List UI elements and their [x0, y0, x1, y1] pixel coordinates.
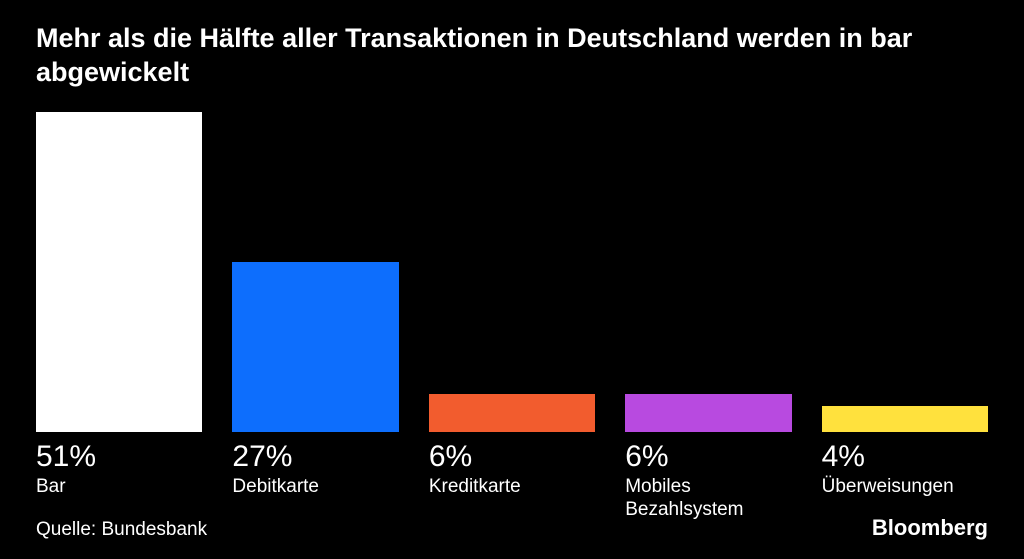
bar [625, 394, 791, 432]
bar-group [625, 394, 791, 432]
bar-label-group: 27%Debitkarte [232, 440, 398, 523]
bar-category-label: Kreditkarte [429, 475, 595, 499]
bar-category-label: Debitkarte [232, 475, 398, 499]
bar-category-label: Überweisungen [822, 475, 988, 499]
bar-label-group: 51%Bar [36, 440, 202, 523]
source-label: Quelle: Bundesbank [36, 519, 207, 541]
bar-label-group: 6%Kreditkarte [429, 440, 595, 523]
bar [36, 112, 202, 432]
bar [822, 406, 988, 431]
bar-label-group: 4%Überweisungen [822, 440, 988, 523]
chart-footer: Quelle: Bundesbank Bloomberg [36, 515, 988, 541]
bar-value-label: 6% [429, 440, 595, 473]
bar-value-label: 27% [232, 440, 398, 473]
bar-label-group: 6%Mobiles Bezahlsystem [625, 440, 791, 523]
bar-value-label: 6% [625, 440, 791, 473]
chart-area [36, 112, 988, 432]
chart-title: Mehr als die Hälfte aller Transaktionen … [36, 22, 936, 90]
bar-value-label: 51% [36, 440, 202, 473]
bar [232, 262, 398, 431]
bar-category-label: Bar [36, 475, 202, 499]
bar-group [36, 112, 202, 432]
bar-group [822, 406, 988, 431]
bar-group [429, 394, 595, 432]
bar-group [232, 262, 398, 431]
bar [429, 394, 595, 432]
bar-value-label: 4% [822, 440, 988, 473]
brand-label: Bloomberg [872, 515, 988, 541]
labels-row: 51%Bar27%Debitkarte6%Kreditkarte6%Mobile… [36, 440, 988, 523]
